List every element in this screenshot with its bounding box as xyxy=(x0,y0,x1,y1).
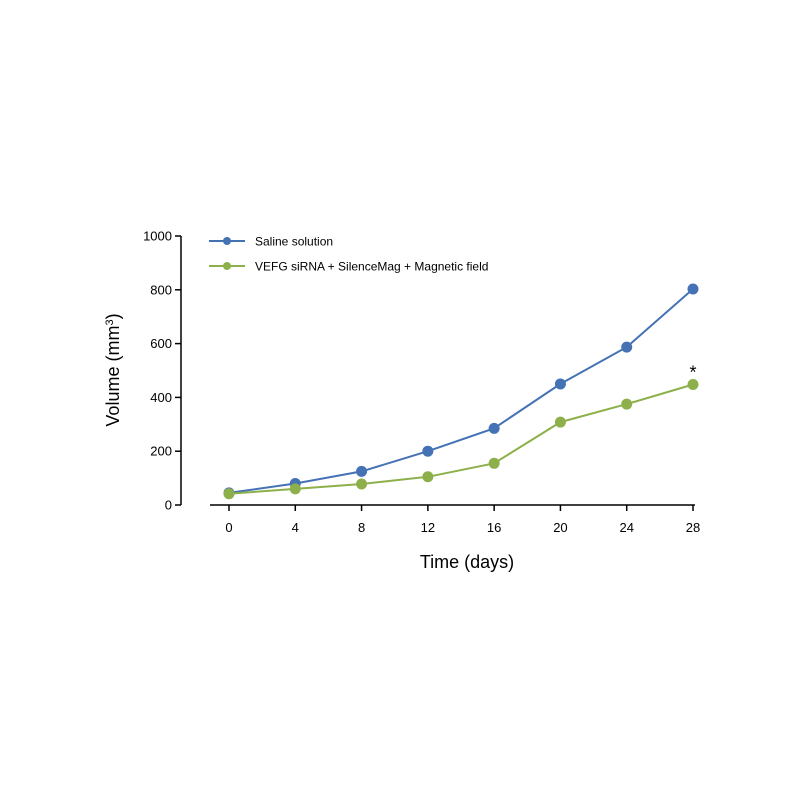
data-point-series-2 xyxy=(554,416,566,428)
series-line-1 xyxy=(228,288,694,494)
y-tick-label: 400 xyxy=(150,390,172,405)
data-point-series-2 xyxy=(289,483,301,495)
axes-layer: 0 200 400 600 800 1000 0 4 8 12 16 20 24 28 xyxy=(143,229,700,536)
y-tick-label: 1000 xyxy=(143,229,172,244)
x-tick-label: 0 xyxy=(225,520,232,535)
data-point-series-2 xyxy=(687,378,699,390)
y-tick-label: 0 xyxy=(165,498,172,513)
y-tick-label: 800 xyxy=(150,282,172,297)
x-tick-label: 24 xyxy=(619,520,633,535)
x-tick-label: 4 xyxy=(292,520,299,535)
x-tick-label: 8 xyxy=(358,520,365,535)
annotations: * xyxy=(689,362,696,382)
data-point-series-2 xyxy=(488,457,500,469)
data-point-series-2 xyxy=(621,398,633,410)
legend-label-1: Saline solution xyxy=(255,235,333,249)
significance-asterisk: * xyxy=(689,362,696,382)
y-tick-label: 600 xyxy=(150,336,172,351)
x-tick-label: 12 xyxy=(421,520,435,535)
y-axis-title-main: Volume (mm xyxy=(103,326,123,427)
y-tick-label: 200 xyxy=(150,444,172,459)
y-axis-title: Volume (mm3) xyxy=(103,313,123,426)
legend-swatch-marker-2 xyxy=(223,262,231,270)
x-tick-label: 20 xyxy=(553,520,567,535)
data-point-series-2 xyxy=(356,478,368,490)
data-point-series-1 xyxy=(422,445,434,457)
x-axis-title: Time (days) xyxy=(420,552,514,572)
x-tick-label: 28 xyxy=(686,520,700,535)
data-point-series-2 xyxy=(422,471,434,483)
y-axis-title-close: ) xyxy=(103,313,123,319)
legend: Saline solution VEFG siRNA + SilenceMag +… xyxy=(209,235,488,274)
series-layer xyxy=(223,283,699,500)
data-point-series-1 xyxy=(621,341,633,353)
data-point-series-1 xyxy=(356,465,368,477)
legend-swatch-marker-1 xyxy=(223,237,231,245)
data-point-series-2 xyxy=(223,488,235,500)
legend-label-2: VEFG siRNA + SilenceMag + Magnetic field xyxy=(255,260,488,274)
data-point-series-1 xyxy=(687,283,699,295)
data-point-series-1 xyxy=(488,422,500,434)
data-point-series-1 xyxy=(554,378,566,390)
series-line-2 xyxy=(228,383,694,495)
y-axis-title-superscript: 3 xyxy=(104,319,116,325)
x-tick-label: 16 xyxy=(487,520,501,535)
